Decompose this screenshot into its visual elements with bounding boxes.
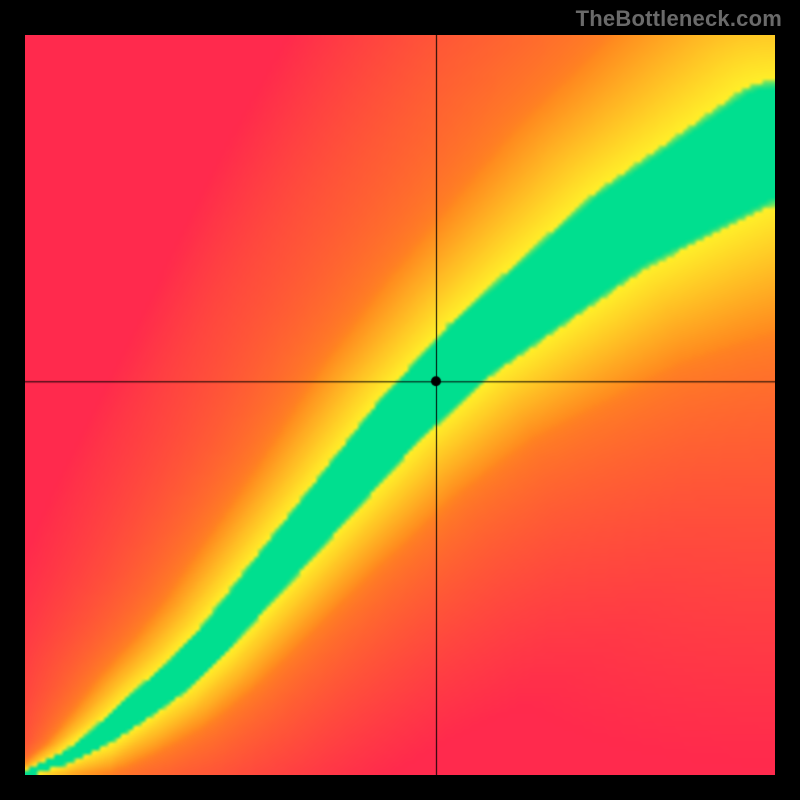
bottleneck-heatmap: [25, 35, 775, 775]
chart-container: { "watermark": "TheBottleneck.com", "cha…: [0, 0, 800, 800]
watermark-text: TheBottleneck.com: [576, 6, 782, 32]
